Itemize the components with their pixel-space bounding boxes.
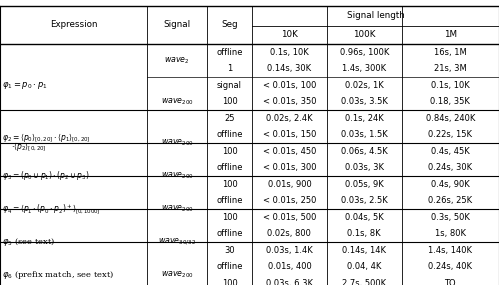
Text: 1.4s, 300K: 1.4s, 300K [342, 64, 386, 73]
Text: 100: 100 [222, 97, 238, 106]
Text: $wave_{200}$: $wave_{200}$ [161, 97, 194, 107]
Text: 100: 100 [222, 147, 238, 156]
Text: offline: offline [216, 163, 243, 172]
Text: $\varphi_6$ (prefix match, see text): $\varphi_6$ (prefix match, see text) [2, 269, 115, 281]
Text: signal: signal [217, 81, 242, 90]
Text: 1M: 1M [444, 30, 457, 39]
Text: Expression: Expression [50, 21, 97, 29]
Text: $wave_{200}$: $wave_{200}$ [161, 204, 194, 214]
Text: < 0.01s, 250: < 0.01s, 250 [263, 196, 316, 205]
Text: 0.03s, 3K: 0.03s, 3K [345, 163, 384, 172]
Text: 0.4s, 90K: 0.4s, 90K [431, 180, 470, 189]
Text: Signal: Signal [164, 21, 191, 29]
Text: 0.02s, 1K: 0.02s, 1K [345, 81, 384, 90]
Text: 1s, 80K: 1s, 80K [435, 229, 466, 238]
Text: 0.03s, 1.5K: 0.03s, 1.5K [341, 130, 388, 139]
Text: < 0.01s, 150: < 0.01s, 150 [263, 130, 316, 139]
Text: 0.24s, 40K: 0.24s, 40K [428, 262, 473, 271]
Text: 0.84s, 240K: 0.84s, 240K [426, 114, 475, 123]
Text: 0.1s, 24K: 0.1s, 24K [345, 114, 384, 123]
Text: 0.03s, 2.5K: 0.03s, 2.5K [341, 196, 388, 205]
Text: offline: offline [216, 262, 243, 271]
Text: 0.3s, 50K: 0.3s, 50K [431, 213, 470, 222]
Text: 16s, 1M: 16s, 1M [434, 48, 467, 57]
Text: offline: offline [216, 229, 243, 238]
Text: 0.24s, 30K: 0.24s, 30K [428, 163, 473, 172]
Text: Signal length: Signal length [347, 11, 404, 20]
Text: 100: 100 [222, 180, 238, 189]
Text: < 0.01s, 450: < 0.01s, 450 [263, 147, 316, 156]
Text: $\varphi_2 = \langle p_0 \rangle_{[0,20]} \cdot \langle p_1 \rangle_{[0,20]}$: $\varphi_2 = \langle p_0 \rangle_{[0,20]… [2, 132, 90, 145]
Text: 0.04s, 5K: 0.04s, 5K [345, 213, 384, 222]
Text: $wave_{200}$: $wave_{200}$ [161, 138, 194, 148]
Text: < 0.01s, 300: < 0.01s, 300 [262, 163, 316, 172]
Text: TO: TO [445, 278, 456, 285]
Text: 21s, 3M: 21s, 3M [434, 64, 467, 73]
Text: < 0.01s, 350: < 0.01s, 350 [262, 97, 316, 106]
Text: 0.06s, 4.5K: 0.06s, 4.5K [341, 147, 388, 156]
Text: 2.7s, 500K: 2.7s, 500K [342, 278, 386, 285]
Text: 0.01s, 900: 0.01s, 900 [267, 180, 311, 189]
Text: 100: 100 [222, 278, 238, 285]
Text: 100K: 100K [353, 30, 376, 39]
Text: $wave_{200}$: $wave_{200}$ [161, 171, 194, 181]
Text: 0.96s, 100K: 0.96s, 100K [340, 48, 389, 57]
Text: 0.1s, 10K: 0.1s, 10K [431, 81, 470, 90]
Text: $\varphi_1 = p_0 \cdot p_1$: $\varphi_1 = p_0 \cdot p_1$ [2, 80, 47, 91]
Text: 100: 100 [222, 213, 238, 222]
Text: 1: 1 [227, 64, 232, 73]
Text: $\varphi_3 = (p_0 \cup p_1) \cdot (p_2 \cup p_3)$: $\varphi_3 = (p_0 \cup p_1) \cdot (p_2 \… [2, 170, 90, 182]
Text: $\varphi_4 = \langle p_1 \cdot (p_0 \cdot p_2)^+\rangle_{[0,1000]}$: $\varphi_4 = \langle p_1 \cdot (p_0 \cdo… [2, 202, 101, 216]
Text: 0.03s, 6.3K: 0.03s, 6.3K [266, 278, 313, 285]
Text: < 0.01s, 100: < 0.01s, 100 [263, 81, 316, 90]
Text: offline: offline [216, 130, 243, 139]
Text: 30: 30 [224, 246, 235, 255]
Text: 0.26s, 25K: 0.26s, 25K [428, 196, 473, 205]
Text: 25: 25 [224, 114, 235, 123]
Text: 0.02s, 800: 0.02s, 800 [267, 229, 311, 238]
Text: 0.03s, 3.5K: 0.03s, 3.5K [341, 97, 388, 106]
Text: 0.22s, 15K: 0.22s, 15K [428, 130, 473, 139]
Text: 0.18, 35K: 0.18, 35K [431, 97, 470, 106]
Text: $wave_2$: $wave_2$ [164, 55, 190, 66]
Text: 0.01s, 400: 0.01s, 400 [267, 262, 311, 271]
Text: 0.02s, 2.4K: 0.02s, 2.4K [266, 114, 313, 123]
Text: 0.03s, 1.4K: 0.03s, 1.4K [266, 246, 313, 255]
Text: 0.1s, 10K: 0.1s, 10K [270, 48, 309, 57]
Text: offline: offline [216, 48, 243, 57]
Text: < 0.01s, 500: < 0.01s, 500 [263, 213, 316, 222]
Text: $\cdot \langle p_2 \rangle_{[0,20]}$: $\cdot \langle p_2 \rangle_{[0,20]}$ [11, 141, 46, 154]
Text: 0.1s, 8K: 0.1s, 8K [347, 229, 381, 238]
Text: 0.14s, 14K: 0.14s, 14K [342, 246, 386, 255]
Text: 0.14s, 30K: 0.14s, 30K [267, 64, 311, 73]
Text: 0.4s, 45K: 0.4s, 45K [431, 147, 470, 156]
Text: 0.05s, 9K: 0.05s, 9K [345, 180, 384, 189]
Text: 0.04, 4K: 0.04, 4K [347, 262, 381, 271]
Text: $wave_{30/32}$: $wave_{30/32}$ [158, 237, 196, 247]
Text: 1.4s, 140K: 1.4s, 140K [428, 246, 473, 255]
Text: Seg: Seg [221, 21, 238, 29]
Text: $wave_{200}$: $wave_{200}$ [161, 270, 194, 280]
Text: offline: offline [216, 196, 243, 205]
Text: $\varphi_5$ (see text): $\varphi_5$ (see text) [2, 236, 55, 248]
Text: 10K: 10K [281, 30, 298, 39]
